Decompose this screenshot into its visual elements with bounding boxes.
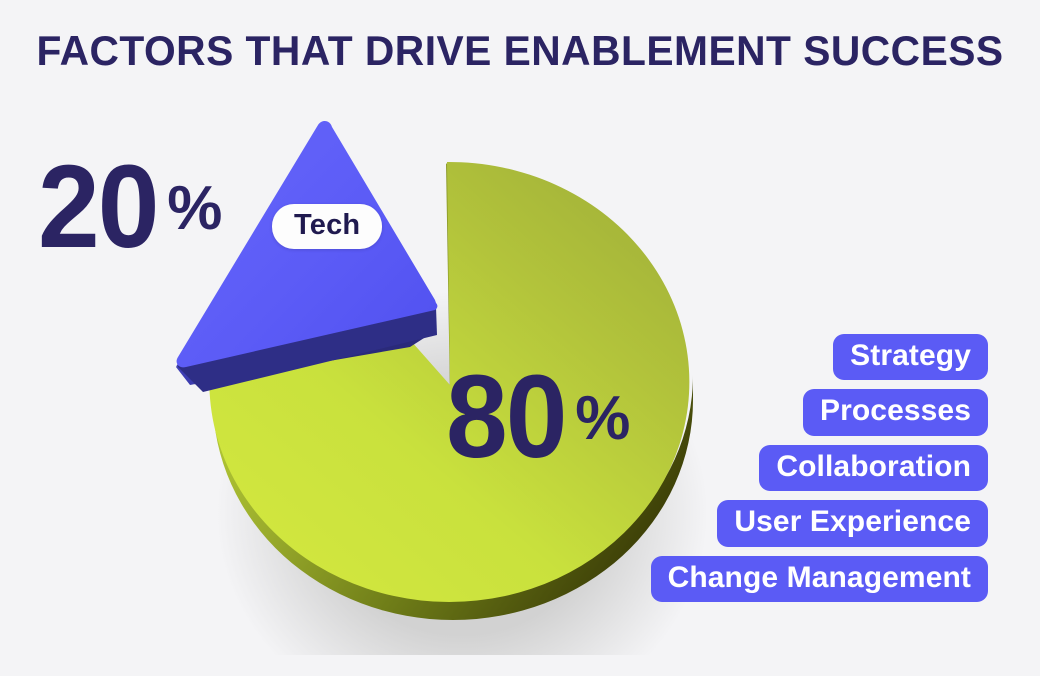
tech-slice-label: Tech xyxy=(272,204,383,249)
factor-pill-strategy[interactable]: Strategy xyxy=(833,334,988,381)
tech-percentage-callout: 20 % xyxy=(38,148,222,266)
factor-pill-user-experience[interactable]: User Experience xyxy=(717,500,988,547)
page-title: FACTORS THAT DRIVE ENABLEMENT SUCCESS xyxy=(36,27,1004,74)
other-percentage-number: 80 xyxy=(446,351,568,483)
pie-slice-tech-extrusion xyxy=(177,307,437,392)
tech-percentage-symbol: % xyxy=(167,174,223,243)
other-percentage-symbol: % xyxy=(575,384,631,453)
other-percentage-callout: 80 % xyxy=(446,358,630,476)
factor-pill-collaboration[interactable]: Collaboration xyxy=(759,444,988,492)
tech-percentage-number: 20 xyxy=(38,141,160,273)
factor-legend: Strategy Processes Collaboration User Ex… xyxy=(650,334,988,602)
factor-pill-processes[interactable]: Processes xyxy=(802,389,988,436)
factor-pill-change-management[interactable]: Change Management xyxy=(650,555,988,602)
